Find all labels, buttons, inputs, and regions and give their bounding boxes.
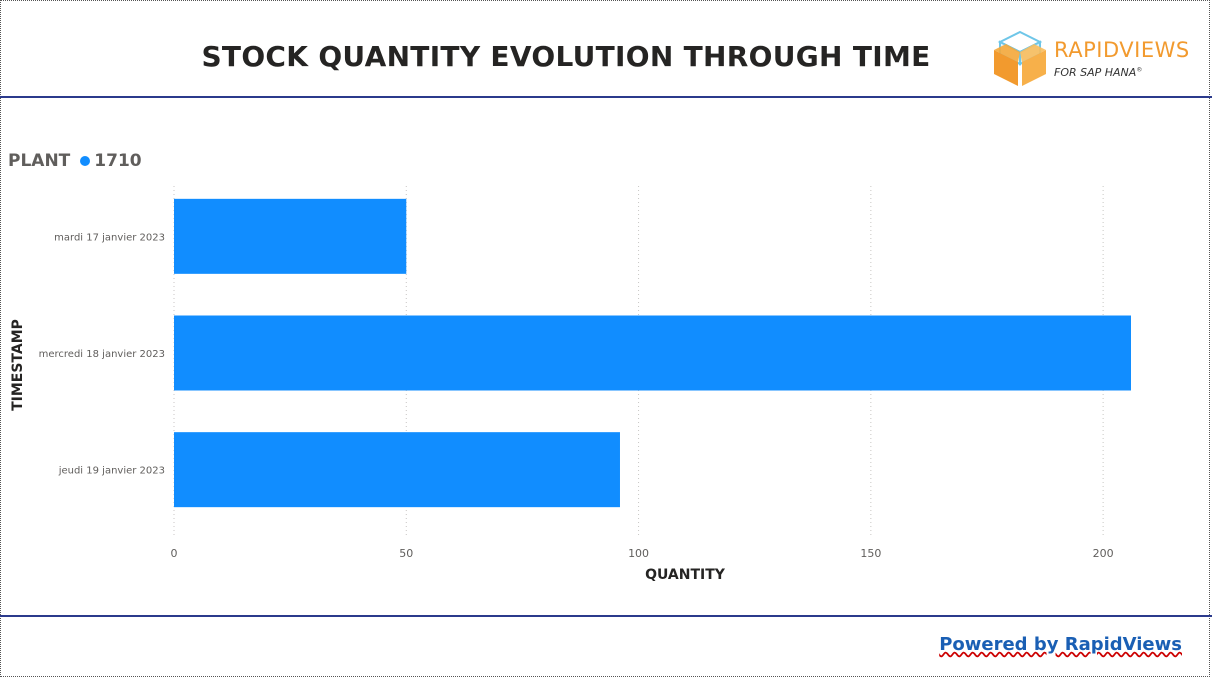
y-axis-ticks: mardi 17 janvier 2023 mercredi 18 janvier…	[39, 232, 165, 476]
y-tick-label: jeudi 19 janvier 2023	[58, 466, 165, 477]
x-tick-label: 150	[860, 547, 881, 560]
page-title: STOCK QUANTITY EVOLUTION THROUGH TIME	[201, 40, 931, 73]
cube-logo-icon	[994, 30, 1046, 86]
x-axis-title: QUANTITY	[645, 567, 726, 583]
bar[interactable]	[174, 198, 407, 274]
bar[interactable]	[174, 432, 620, 508]
y-tick-label: mercredi 18 janvier 2023	[39, 349, 165, 360]
x-tick-label: 0	[171, 547, 178, 560]
footer-divider	[0, 615, 1212, 617]
y-tick-label: mardi 17 janvier 2023	[54, 232, 165, 243]
bar[interactable]	[174, 315, 1131, 391]
x-tick-label: 200	[1093, 547, 1114, 560]
x-tick-label: 50	[399, 547, 413, 560]
powered-by-link[interactable]: Powered by RapidViews	[939, 634, 1182, 655]
y-axis-title: TIMESTAMP	[10, 319, 26, 411]
logo-subtitle: FOR SAP HANA®	[1054, 66, 1143, 79]
logo-name: RAPIDVIEWS	[1054, 38, 1190, 62]
x-axis-ticks: 0 50 100 150 200	[171, 547, 1114, 560]
legend-marker	[80, 156, 91, 166]
chart-legend: PLANT 1710	[8, 151, 142, 171]
header-divider	[0, 96, 1212, 98]
legend-title: PLANT	[8, 151, 71, 171]
x-tick-label: 100	[628, 547, 649, 560]
rapidviews-logo: RAPIDVIEWS FOR SAP HANA®	[992, 30, 1192, 90]
legend-entry[interactable]: 1710	[94, 151, 142, 171]
bars	[174, 198, 1131, 508]
